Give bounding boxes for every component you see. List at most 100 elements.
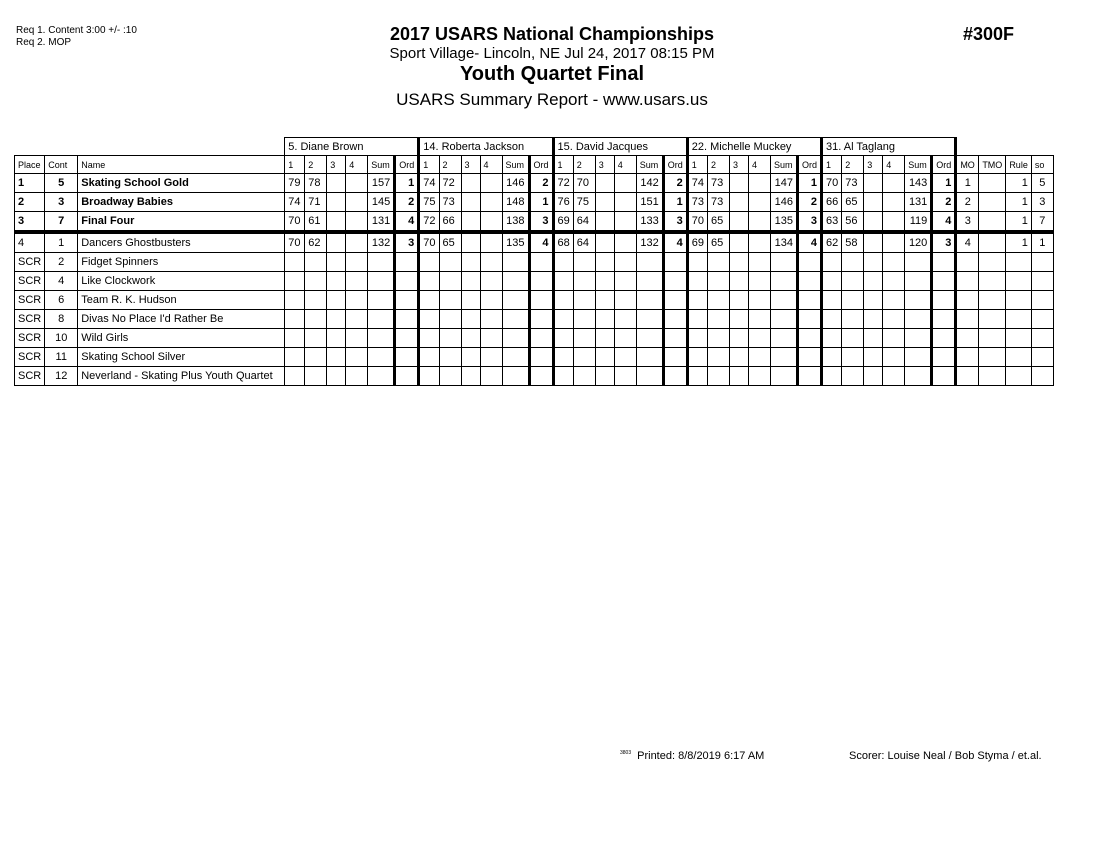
score-cell (326, 211, 347, 233)
ordinal-cell (393, 309, 420, 329)
name-cell: Broadway Babies (77, 192, 286, 212)
ordinal-cell (930, 347, 957, 367)
score-cell (613, 271, 637, 291)
ordinal-cell (796, 347, 823, 367)
requirement-2: Req 2. MOP (16, 37, 72, 48)
score-cell: 74 (417, 173, 440, 193)
table-row: 1 5 Skating School Gold 79 78 157 1 74 72 146 2 72 7… (13, 173, 1054, 193)
score-cell (820, 290, 843, 310)
header-name: Name (77, 155, 286, 174)
score-cell (304, 366, 328, 386)
score-cell (820, 366, 843, 386)
ordinal-cell (661, 328, 688, 348)
score-cell (863, 309, 884, 329)
score-cell (572, 271, 596, 291)
score-cell (613, 290, 637, 310)
score-cell: 69 (551, 211, 574, 233)
score-cell (417, 366, 440, 386)
score-cell (685, 328, 709, 348)
score-cell: 70 (284, 230, 306, 253)
ordinal-cell (796, 290, 823, 310)
score-cell: 73 (707, 173, 731, 193)
ordinal-cell (393, 290, 420, 310)
so-cell: 1 (1030, 230, 1054, 253)
sum-cell (904, 271, 933, 291)
page-title: 2017 USARS National Championships (389, 24, 715, 44)
score-cell (594, 230, 615, 253)
score-cell: 75 (572, 192, 596, 212)
place-cell: 1 (13, 173, 46, 193)
name-cell: Like Clockwork (77, 271, 286, 291)
name-cell: Team R. K. Hudson (77, 290, 286, 310)
name-cell: Neverland - Skating Plus Youth Quartet (77, 366, 286, 386)
ordinal-cell: 2 (796, 192, 823, 212)
sum-cell: 134 (770, 230, 799, 253)
judge-name: 15. David Jacques (551, 137, 688, 156)
score-cell (882, 173, 906, 193)
score-cell: 62 (820, 230, 843, 253)
sum-cell: 148 (501, 192, 530, 212)
ordinal-cell (661, 309, 688, 329)
sum-cell (367, 309, 396, 329)
score-cell (460, 347, 481, 367)
score-cell (594, 252, 615, 272)
table-row: SCR 10 Wild Girls (13, 328, 1054, 348)
header-cont: Cont (44, 155, 79, 174)
score-cell (479, 347, 503, 367)
score-cell (613, 173, 637, 193)
score-cell (863, 230, 884, 253)
score-cell: 73 (685, 192, 709, 212)
score-cell (572, 309, 596, 329)
score-cell (438, 309, 462, 329)
tmo-cell (978, 309, 1007, 329)
score-cell (594, 290, 615, 310)
so-cell: 7 (1030, 211, 1054, 233)
score-cell (863, 192, 884, 212)
table-row: 4 1 Dancers Ghostbusters 70 62 132 3 70 65 135 4 68… (13, 230, 1054, 253)
mo-cell (954, 328, 980, 348)
score-cell (438, 290, 462, 310)
tmo-cell (978, 230, 1007, 253)
tmo-cell (978, 347, 1007, 367)
score-cell (460, 290, 481, 310)
score-cell (479, 173, 503, 193)
score-cell (882, 347, 906, 367)
sum-cell: 120 (904, 230, 933, 253)
header-so: so (1030, 155, 1054, 174)
ordinal-cell (661, 290, 688, 310)
printed-date: Printed: 8/8/2019 6:17 AM (637, 750, 765, 762)
sum-cell (635, 347, 664, 367)
cont-cell: 3 (44, 192, 79, 212)
column-header-row: Place Cont Name 1 2 3 4 Sum Ord 1 2 3 4 Sum Ord 1 2 3 4 Sum… (13, 155, 1054, 174)
score-cell (417, 309, 440, 329)
tmo-cell (978, 271, 1007, 291)
name-cell: Skating School Gold (77, 173, 286, 193)
score-cell: 65 (707, 211, 731, 233)
ordinal-cell (796, 252, 823, 272)
score-cell (863, 290, 884, 310)
sum-cell (770, 290, 799, 310)
score-cell (479, 366, 503, 386)
score-cell (460, 211, 481, 233)
score-cell: 70 (685, 211, 709, 233)
score-cell (326, 192, 347, 212)
cont-cell: 10 (44, 328, 79, 348)
name-cell: Dancers Ghostbusters (77, 230, 286, 253)
header-score-col: 1 (417, 155, 440, 174)
header-score-col: 2 (707, 155, 731, 174)
table-row: SCR 8 Divas No Place I'd Rather Be (13, 309, 1054, 329)
header-mo: MO (954, 155, 980, 174)
sum-cell: 143 (904, 173, 933, 193)
sum-cell (501, 347, 530, 367)
header-score-col: Sum (367, 155, 396, 174)
sum-cell (635, 309, 664, 329)
score-cell (572, 252, 596, 272)
ordinal-cell (661, 347, 688, 367)
ordinal-cell: 1 (527, 192, 554, 212)
rule-cell: 1 (1005, 192, 1032, 212)
score-cell (479, 309, 503, 329)
score-cell (729, 211, 750, 233)
score-cell (820, 252, 843, 272)
score-cell (460, 173, 481, 193)
score-cell: 70 (572, 173, 596, 193)
